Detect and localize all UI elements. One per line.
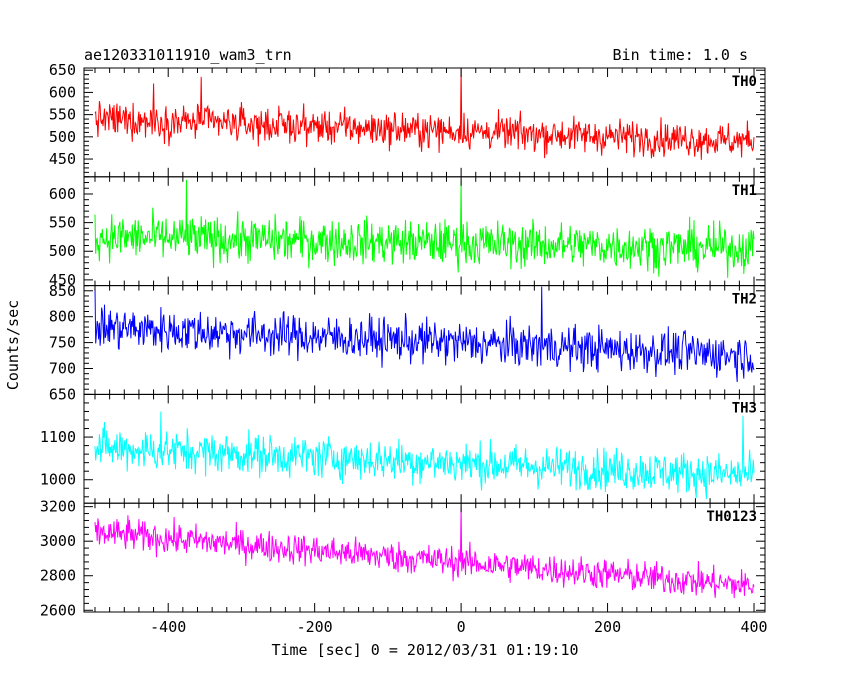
y-tick-label: 650: [49, 61, 76, 79]
panel-label-th0123: TH0123: [706, 509, 757, 525]
y-axis-label: Counts/sec: [4, 300, 22, 390]
series-line-th1: [94, 179, 755, 278]
panel-th2: 650 700 750 800 850 TH2: [49, 282, 766, 403]
series-line-th2: [94, 286, 755, 383]
panel-label-th2: TH2: [732, 292, 757, 308]
series-line-th3: [94, 411, 755, 500]
y-tick-label: 550: [49, 214, 76, 232]
x-tick-label: 400: [740, 618, 767, 636]
y-tick-label: 600: [49, 185, 76, 203]
y-tick-label: 450: [49, 271, 76, 289]
y-tick-label: 1100: [40, 428, 76, 446]
y-tick-label: 2800: [40, 567, 76, 585]
chart-title: ae120331011910_wam3_trn: [84, 46, 292, 64]
panel-th0: 450 500 550 600 650 TH0: [49, 61, 766, 178]
y-tick-label: 500: [49, 242, 76, 260]
y-tick-label: 850: [49, 282, 76, 300]
panel-th0123: 2600 2800 3000 3200 TH0123: [40, 498, 766, 619]
y-tick-label: 3000: [40, 532, 76, 550]
x-tick-label: 200: [594, 618, 621, 636]
panels: 450 500 550 600 650 TH0 450 500 550 600 TH1 650 700 7…: [40, 61, 766, 619]
panel-label-th3: TH3: [732, 400, 757, 416]
x-tick-label: 0: [457, 618, 466, 636]
y-tick-label: 550: [49, 106, 76, 124]
y-tick-label: 500: [49, 128, 76, 146]
x-axis-label: Time [sec] 0 = 2012/03/31 01:19:10: [271, 641, 578, 659]
y-tick-label: 650: [49, 385, 76, 403]
series-line-th0123: [94, 506, 755, 599]
y-tick-label: 600: [49, 83, 76, 101]
panel-th3: 1000 1100 TH3: [40, 393, 766, 504]
panel-frame: [83, 393, 766, 504]
panel-th1: 450 500 550 600 TH1: [49, 176, 766, 289]
x-tick-labels: -400 -200 0 200 400: [150, 618, 767, 636]
y-tick-label: 800: [49, 308, 76, 326]
series-line-th0: [94, 68, 755, 160]
panel-label-th1: TH1: [732, 183, 757, 199]
x-tick-label: -200: [297, 618, 333, 636]
bin-time-label: Bin time: 1.0 s: [613, 46, 748, 64]
x-tick-label: -400: [150, 618, 186, 636]
y-tick-label: 450: [49, 150, 76, 168]
panel-frame: [83, 502, 766, 613]
y-tick-label: 750: [49, 334, 76, 352]
y-tick-label: 700: [49, 359, 76, 377]
y-tick-label: 2600: [40, 601, 76, 619]
panel-label-th0: TH0: [732, 74, 757, 90]
y-tick-label: 1000: [40, 471, 76, 489]
y-tick-label: 3200: [40, 498, 76, 516]
